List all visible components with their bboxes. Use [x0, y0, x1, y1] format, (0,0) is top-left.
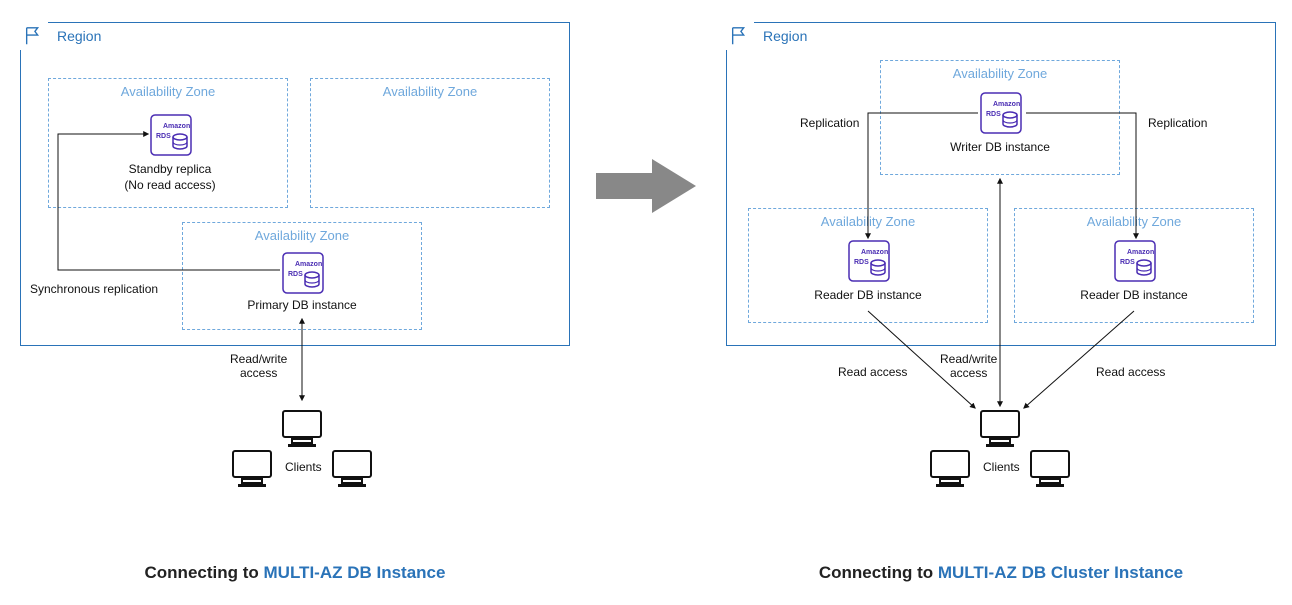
az-label: Availability Zone [953, 66, 1047, 81]
svg-text:Amazon: Amazon [295, 261, 322, 268]
read-right-label: Read access [1096, 365, 1165, 379]
clients-label: Clients [285, 460, 322, 474]
reader-left-label: Reader DB instance [788, 288, 948, 304]
flag-icon [726, 22, 754, 50]
replication-left-label: Replication [800, 116, 859, 130]
replication-right-line [1024, 110, 1154, 270]
svg-text:RDS: RDS [288, 271, 303, 278]
region-label: Region [57, 28, 101, 44]
client-monitor-icon [280, 408, 324, 450]
left-caption: Connecting to MULTI-AZ DB Instance [20, 563, 570, 583]
primary-label: Primary DB instance [222, 298, 382, 314]
flag-icon [20, 22, 48, 50]
svg-text:Amazon: Amazon [993, 101, 1020, 108]
client-monitor-icon [928, 448, 972, 490]
az-label: Availability Zone [383, 84, 477, 99]
right-caption: Connecting to MULTI-AZ DB Cluster Instan… [726, 563, 1276, 583]
reader-right-label: Reader DB instance [1054, 288, 1214, 304]
client-monitor-icon [230, 448, 274, 490]
replication-left-line [860, 110, 990, 270]
rds-icon: Amazon RDS [282, 252, 324, 294]
rw-label: Read/writeaccess [230, 352, 287, 381]
clients-label-right: Clients [983, 460, 1020, 474]
az-label: Availability Zone [121, 84, 215, 99]
caption-prefix: Connecting to [145, 563, 264, 582]
client-monitor-icon [978, 408, 1022, 450]
rw-arrow [298, 316, 310, 406]
caption-blue: MULTI-AZ DB Instance [264, 563, 446, 582]
client-monitor-icon [330, 448, 374, 490]
sync-arrow [58, 130, 288, 280]
arrow-icon [592, 155, 702, 217]
left-az2-box: Availability Zone [310, 78, 550, 208]
client-monitor-icon [1028, 448, 1072, 490]
region-label: Region [763, 28, 807, 44]
svg-text:Amazon: Amazon [163, 123, 190, 130]
caption-prefix: Connecting to [819, 563, 938, 582]
caption-blue: MULTI-AZ DB Cluster Instance [938, 563, 1183, 582]
read-left-label: Read access [838, 365, 907, 379]
replication-right-label: Replication [1148, 116, 1207, 130]
sync-replication-label: Synchronous replication [30, 282, 158, 296]
